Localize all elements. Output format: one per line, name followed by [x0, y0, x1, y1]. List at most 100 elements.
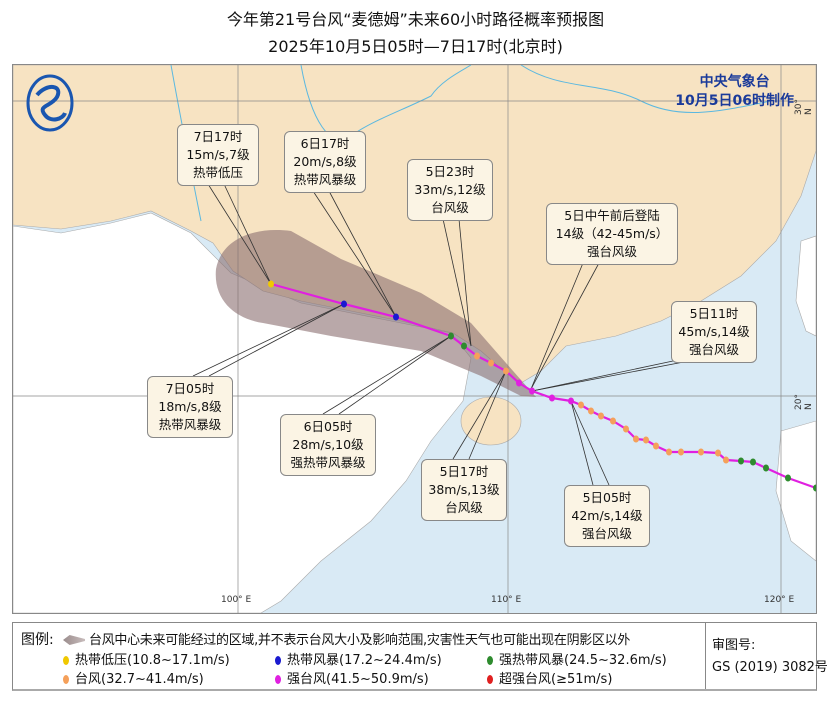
callout-line [531, 360, 690, 392]
track-point [549, 394, 555, 402]
callout-text: 强台风级 [586, 244, 637, 259]
callout-text: 6日17时 [300, 136, 350, 151]
callout-text: 5日23时 [425, 164, 475, 179]
taiwan-island [795, 235, 816, 337]
probability-cone [215, 230, 536, 397]
track-point [610, 417, 616, 425]
track-point [448, 332, 454, 340]
callout-text: 45m/s,14级 [678, 324, 750, 339]
callout-text: 42m/s,14级 [571, 508, 643, 523]
callout-text: 热带风暴级 [158, 417, 222, 432]
track-point [623, 425, 629, 433]
track-point [503, 367, 509, 375]
agency-stamp: 中央气象台 10月5日06时制作 [675, 73, 794, 111]
intensity-dot-icon [63, 656, 69, 665]
track-point [678, 448, 684, 456]
callout-text: 强台风级 [688, 342, 739, 357]
review-label: 审图号: [712, 638, 756, 653]
lon-label-100: 100° E [221, 595, 252, 605]
callout-text: 14级（42-45m/s） [555, 226, 669, 241]
callout-line [192, 303, 345, 377]
track-point [488, 359, 494, 367]
callout-text: 强台风级 [581, 526, 632, 541]
callout-line [312, 190, 397, 318]
legend-cone-text: 台风中心未来可能经过的区域,并不表示台风大小及影响范围,灾害性天气也可能出现在阴… [89, 633, 631, 648]
callout-text: 6日05时 [303, 419, 353, 434]
track-point [268, 280, 274, 288]
legend-item: 台风(32.7~41.4m/s) [63, 668, 204, 687]
forecast-callout-d5-17: 5日17时 38m/s,13级 台风级 [421, 459, 507, 521]
lat-label-20: 20° N [794, 394, 814, 410]
callout-text: 20m/s,8级 [293, 154, 357, 169]
lat-label-30: 30° N [794, 99, 814, 115]
intensity-dot-icon [63, 675, 69, 684]
title-line2: 2025年10月5日05时—7日17时(北京时) [268, 37, 563, 56]
track-point [568, 397, 574, 405]
legend-item: 热带风暴(17.2~24.4m/s) [275, 649, 442, 668]
forecast-map: 中央气象台 10月5日06时制作 30° N 20° N 100° E 110°… [12, 64, 817, 614]
forecast-callout-d7-05: 7日05时 18m/s,8级 热带风暴级 [147, 376, 233, 438]
track-point [785, 474, 791, 482]
track-point [698, 448, 704, 456]
track-points [268, 280, 816, 492]
legend-item-label: 热带低压(10.8~17.1m/s) [75, 653, 230, 668]
callout-line [338, 335, 452, 415]
agency-name: 中央气象台 [699, 74, 770, 90]
legend-item: 强热带风暴(24.5~32.6m/s) [487, 649, 667, 668]
callout-line [530, 262, 584, 390]
callout-line [208, 303, 345, 377]
callout-line [468, 370, 507, 460]
callout-text: 台风级 [445, 500, 483, 515]
callout-text: 5日中午前后登陆 [564, 208, 660, 223]
track-point [598, 412, 604, 420]
graticule [13, 65, 816, 613]
legend-item-label: 超强台风(≥51m/s) [499, 672, 613, 687]
callout-line [458, 218, 472, 347]
callout-text: 5日17时 [439, 464, 489, 479]
callout-text: 强热带风暴级 [290, 455, 366, 470]
track-point [393, 313, 399, 321]
callout-line [223, 183, 272, 285]
forecast-callout-d7-17: 7日17时 15m/s,7级 热带低压 [177, 124, 259, 186]
callout-line [328, 190, 397, 318]
track-point [588, 407, 594, 415]
callout-text: 7日05时 [165, 381, 215, 396]
callout-line [322, 335, 452, 415]
review-value: GS (2019) 3082号 [712, 660, 828, 675]
intensity-dot-icon [275, 675, 281, 684]
track-point [763, 464, 769, 472]
legend-item: 超强台风(≥51m/s) [487, 668, 612, 687]
callout-text: 38m/s,13级 [428, 482, 500, 497]
callout-text: 热带低压 [192, 165, 243, 180]
lon-label-110: 110° E [491, 595, 522, 605]
intensity-dot-icon [487, 675, 493, 684]
track-point [633, 435, 639, 443]
intensity-dot-icon [487, 656, 493, 665]
forecast-callout-landfall: 5日中午前后登陆 14级（42-45m/s） 强台风级 [546, 203, 678, 265]
legend-title: 图例: [21, 632, 54, 648]
forecast-callout-d5-11: 5日11时 45m/s,14级 强台风级 [671, 301, 757, 363]
track-point [516, 379, 522, 387]
legend: 图例: 台风中心未来可能经过的区域,并不表示台风大小及影响范围,灾害性天气也可能… [12, 622, 828, 691]
callout-line [442, 218, 472, 347]
forecast-callout-d6-05: 6日05时 28m/s,10级 强热带风暴级 [280, 414, 376, 476]
legend-item-label: 台风(32.7~41.4m/s) [75, 672, 204, 687]
callout-lines [192, 183, 690, 486]
cma-logo-icon [26, 74, 74, 132]
legend-item-label: 强台风(41.5~50.9m/s) [287, 672, 429, 687]
callout-text: 台风级 [431, 200, 469, 215]
legend-item: 热带低压(10.8~17.1m/s) [63, 649, 230, 668]
callout-line [531, 360, 674, 392]
cone-swatch-icon [63, 635, 85, 645]
intensity-dot-icon [275, 656, 281, 665]
track-point [715, 449, 721, 457]
callout-text: 7日17时 [193, 129, 243, 144]
legend-item-label: 热带风暴(17.2~24.4m/s) [287, 653, 442, 668]
luzon-island [775, 420, 816, 562]
legend-item-label: 强热带风暴(24.5~32.6m/s) [499, 653, 667, 668]
track-point [813, 484, 816, 492]
callout-text: 18m/s,8级 [158, 399, 222, 414]
forecast-callout-d5-05: 5日05时 42m/s,14级 强台风级 [564, 485, 650, 547]
legend-cone-row: 台风中心未来可能经过的区域,并不表示台风大小及影响范围,灾害性天气也可能出现在阴… [63, 629, 630, 648]
